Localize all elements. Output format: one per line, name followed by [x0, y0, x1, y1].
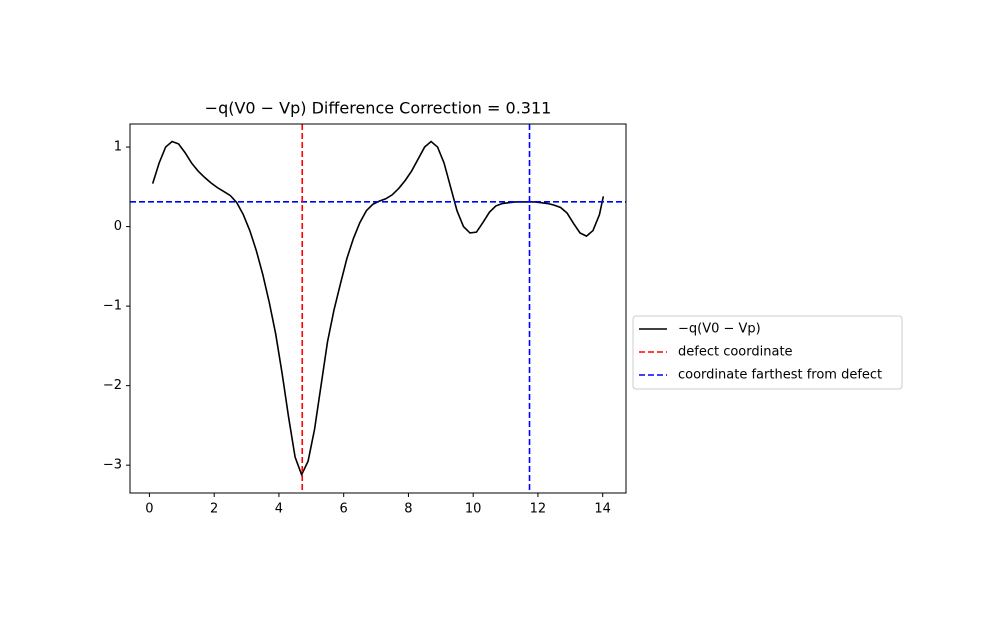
- legend-frame: [632, 315, 903, 390]
- x-tick-label: 0: [145, 502, 153, 517]
- y-tick-label: 1: [114, 140, 122, 155]
- x-tick-label: 8: [404, 502, 412, 517]
- x-tick-label: 14: [594, 502, 611, 517]
- legend-label: −q(V0 − Vp): [678, 322, 761, 337]
- x-tick-label: 12: [530, 502, 547, 517]
- y-tick-label: 0: [114, 219, 122, 234]
- legend: −q(V0 − Vp) defect coordinate coordinate f…: [632, 315, 903, 390]
- x-tick-label: 6: [340, 502, 348, 517]
- plot-frame: [129, 123, 627, 494]
- chart-title: −q(V0 − Vp) Difference Correction = 0.31…: [205, 99, 552, 118]
- legend-label: defect coordinate: [678, 345, 793, 360]
- x-tick-label: 4: [275, 502, 283, 517]
- y-tick-label: −3: [103, 458, 122, 473]
- x-tick-label: 2: [210, 502, 218, 517]
- legend-label: coordinate farthest from defect: [678, 368, 882, 383]
- y-tick-label: −2: [103, 378, 122, 393]
- x-tick-label: 10: [465, 502, 482, 517]
- data-line: [151, 140, 605, 477]
- y-tick-label: −1: [103, 299, 122, 314]
